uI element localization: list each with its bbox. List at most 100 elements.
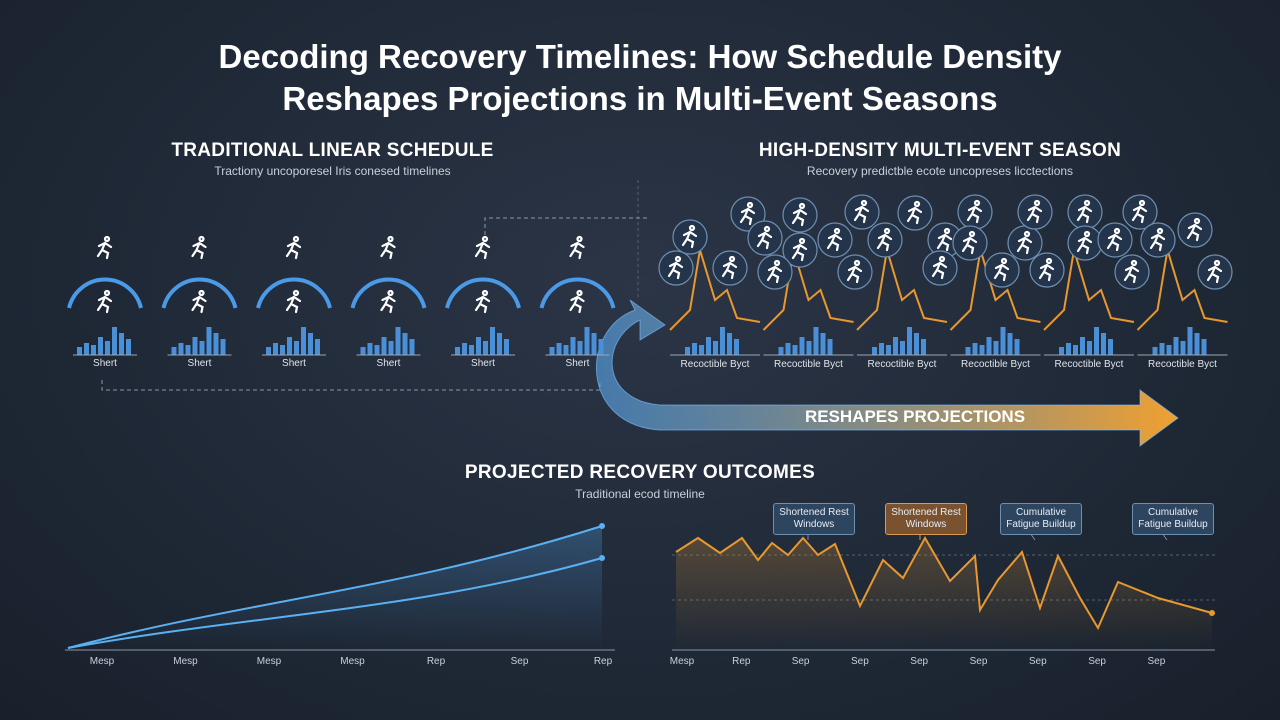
mini-bar <box>273 343 278 355</box>
axis-label: Sep <box>791 656 810 667</box>
right-subtitle: Recovery predictble ecote uncopreses lic… <box>806 164 1074 178</box>
event-bubble <box>1029 252 1065 288</box>
mini-bar <box>126 339 131 355</box>
athlete-icon <box>96 235 113 260</box>
fatigue-area <box>676 538 1212 650</box>
event-bubble <box>658 250 694 286</box>
end-dot <box>599 523 605 529</box>
callout: Cumulative Fatigue Buildup <box>1000 503 1082 535</box>
event-bubble <box>952 225 988 261</box>
mini-bar <box>720 327 725 355</box>
mini-bar <box>1108 339 1113 355</box>
mini-bar <box>171 347 177 355</box>
mini-bar <box>563 345 569 355</box>
mini-bar <box>778 347 784 355</box>
mini-bar <box>965 347 971 355</box>
athlete-icon <box>1076 230 1093 255</box>
mini-bar <box>577 341 583 355</box>
mini-bar <box>1059 347 1064 355</box>
area <box>68 526 602 648</box>
arrow-label: RESHAPES PROJECTIONS <box>804 407 1026 426</box>
athlete-icon <box>791 237 808 262</box>
athlete-icon <box>906 200 923 225</box>
mini-bar <box>98 337 103 355</box>
left-subtitle: Tractiony uncoporesel Iris conesed timel… <box>214 164 451 178</box>
unit-label: Recoctible Byct <box>867 359 937 370</box>
mini-bar <box>921 339 926 355</box>
mini-bar <box>469 345 474 355</box>
mini-bar <box>556 343 562 355</box>
axis-label: Sep <box>910 656 929 667</box>
mini-bar <box>1007 333 1013 355</box>
mini-bar <box>792 345 798 355</box>
mini-bar <box>105 341 110 355</box>
mini-bar <box>287 337 292 355</box>
event-bubble <box>1122 194 1158 230</box>
mini-bar <box>806 341 812 355</box>
mini-bar <box>280 345 285 355</box>
mini-bar <box>91 345 96 355</box>
mini-bar <box>706 337 711 355</box>
athlete-icon <box>876 227 893 252</box>
callout: Shortened Rest Windows <box>885 503 967 535</box>
callout: Cumulative Fatigue Buildup <box>1132 503 1214 535</box>
mini-bar <box>986 337 992 355</box>
athlete-icon <box>791 202 808 227</box>
mini-bar <box>785 343 791 355</box>
axis-label: Mesp <box>173 656 198 667</box>
mini-bar <box>1201 339 1207 355</box>
mini-bar <box>907 327 912 355</box>
spike-line <box>1043 249 1135 331</box>
axis-label: Sep <box>969 656 988 667</box>
unit-label: Shert <box>471 358 495 369</box>
mini-bar <box>914 333 919 355</box>
event-bubble <box>837 254 873 290</box>
mini-bar <box>1101 333 1106 355</box>
athlete-icon <box>191 289 207 314</box>
mini-bar <box>483 341 488 355</box>
mini-bar <box>993 341 999 355</box>
athlete-icon <box>1026 199 1043 224</box>
mini-bar <box>570 337 576 355</box>
athlete-icon <box>1206 259 1223 284</box>
athlete-icon <box>1038 257 1055 282</box>
callout: Shortened Rest Windows <box>773 503 855 535</box>
left-heading: TRADITIONAL LINEAR SCHEDULE <box>171 140 494 161</box>
event-bubble <box>1197 254 1233 290</box>
event-bubble <box>1097 222 1133 258</box>
unit-label: Recoctible Byct <box>961 359 1030 370</box>
outcomes-heading: PROJECTED RECOVERY OUTCOMES <box>464 462 816 483</box>
event-bubble <box>844 194 880 230</box>
mini-bar <box>476 337 481 355</box>
mini-bar <box>374 345 380 355</box>
athlete-icon <box>961 230 978 255</box>
unit-label: Recoctible Byct <box>774 359 843 370</box>
recovery-arc <box>161 277 238 309</box>
athlete-icon <box>766 259 783 284</box>
athlete-icon <box>474 289 491 314</box>
axis-label: Sep <box>1147 656 1166 667</box>
athlete-icon <box>1186 217 1203 242</box>
recovery-arc <box>539 277 616 309</box>
event-bubble <box>782 232 818 268</box>
mini-bar <box>598 339 604 355</box>
unit-label: Shert <box>376 358 401 369</box>
axis-label: Sep <box>510 656 529 667</box>
athlete-icon <box>756 225 773 250</box>
mini-bar <box>1166 345 1172 355</box>
event-bubble <box>782 197 818 233</box>
mini-bar <box>820 333 826 355</box>
trend-line <box>67 557 603 649</box>
spike-line <box>1136 249 1228 331</box>
mini-bar <box>827 339 833 355</box>
end-dot <box>1209 610 1215 616</box>
mini-bar <box>409 339 415 355</box>
unit-label: Shert <box>282 358 306 369</box>
recovery-arc <box>445 277 521 309</box>
mini-bar <box>713 341 718 355</box>
mini-bar <box>213 333 219 355</box>
athlete-icon <box>380 235 396 260</box>
athlete-icon <box>1076 199 1093 224</box>
event-bubble <box>1140 222 1176 258</box>
athlete-icon <box>1131 199 1148 224</box>
